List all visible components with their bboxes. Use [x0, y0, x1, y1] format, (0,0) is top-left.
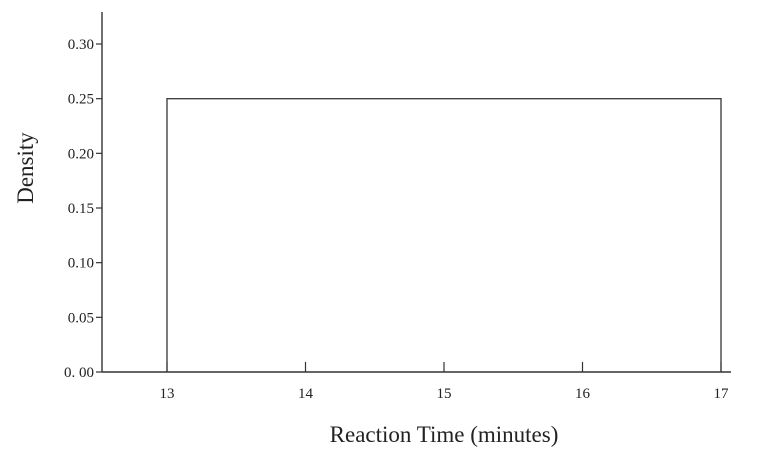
x-tick-label: 13 — [160, 386, 175, 402]
x-tick-label: 14 — [298, 386, 314, 402]
y-axis-ticks: 0. 00 0.05 0.10 0.15 0.20 0.25 0.30 — [64, 37, 102, 381]
x-tick-label: 16 — [575, 386, 591, 402]
x-tick-label: 15 — [437, 386, 452, 402]
y-tick-label: 0. 00 — [64, 365, 94, 381]
plot-area — [166, 97, 722, 372]
y-tick-label: 0.20 — [68, 146, 94, 162]
x-tick-label: 17 — [714, 386, 730, 402]
y-axis-title: Density — [13, 132, 38, 204]
y-tick-label: 0.10 — [68, 256, 94, 272]
x-axis-title: Reaction Time (minutes) — [330, 422, 559, 447]
y-tick-label: 0.25 — [68, 92, 94, 108]
x-axis-ticks: 13 14 15 16 17 — [160, 362, 730, 402]
y-tick-label: 0.30 — [68, 37, 94, 53]
y-tick-label: 0.15 — [68, 201, 94, 217]
y-tick-label: 0.05 — [68, 310, 94, 326]
density-curve — [166, 97, 722, 372]
